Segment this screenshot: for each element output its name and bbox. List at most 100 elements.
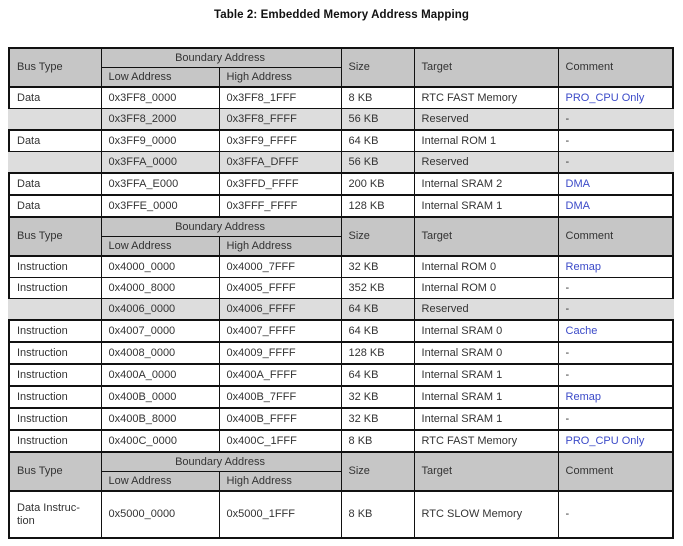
bus-type-cell: Data — [8, 194, 102, 218]
size-cell: 8 KB — [340, 429, 415, 453]
comment-text[interactable]: Remap — [565, 390, 601, 403]
high-address-cell: 0x3FF9_FFFF — [218, 129, 342, 152]
size-cell: 56 KB — [340, 151, 415, 174]
section-header-row-1: Bus Type Boundary Address Size Target Co… — [8, 47, 675, 88]
target-cell: RTC FAST Memory — [413, 86, 559, 109]
table-row: 0x3FFA_0000 0x3FFA_DFFF 56 KB Reserved - — [8, 151, 675, 174]
low-address-cell: 0x5000_0000 — [100, 490, 220, 539]
size-cell: 32 KB — [340, 407, 415, 431]
comment-cell: - — [557, 363, 675, 387]
table-row: Data 0x3FFA_E000 0x3FFD_FFFF 200 KB Inte… — [8, 172, 675, 196]
table-row: Instruction 0x4007_0000 0x4007_FFFF 64 K… — [8, 319, 675, 343]
comment-cell: - — [557, 151, 675, 174]
size-cell: 32 KB — [340, 385, 415, 409]
high-address-cell: 0x4007_FFFF — [218, 319, 342, 343]
comment-cell: - — [557, 108, 675, 131]
target-cell: Reserved — [413, 298, 559, 321]
low-address-cell: 0x400B_8000 — [100, 407, 220, 431]
bus-type-cell: Data — [8, 86, 102, 109]
comment-cell: Cache — [557, 319, 675, 343]
header-size: Size — [340, 216, 415, 257]
header-high-address: High Address — [218, 236, 342, 257]
high-address-cell: 0x4006_FFFF — [218, 298, 342, 321]
low-address-cell: 0x3FFA_E000 — [100, 172, 220, 196]
table-row: 0x3FF8_2000 0x3FF8_FFFF 56 KB Reserved - — [8, 108, 675, 131]
low-address-cell: 0x3FF8_2000 — [100, 108, 220, 131]
comment-text: - — [565, 368, 570, 381]
comment-text: - — [565, 346, 570, 359]
comment-cell: Remap — [557, 255, 675, 278]
comment-cell: - — [557, 490, 675, 539]
size-cell: 64 KB — [340, 363, 415, 387]
size-cell: 352 KB — [340, 277, 415, 299]
header-bus-type: Bus Type — [8, 451, 102, 492]
target-cell: Internal ROM 0 — [413, 255, 559, 278]
comment-text[interactable]: Remap — [565, 260, 601, 273]
low-address-cell: 0x3FFA_0000 — [100, 151, 220, 174]
header-comment: Comment — [557, 451, 675, 492]
target-cell: Internal ROM 1 — [413, 129, 559, 152]
target-cell: Internal SRAM 1 — [413, 407, 559, 431]
header-low-address: Low Address — [100, 471, 220, 492]
low-address-cell: 0x400C_0000 — [100, 429, 220, 453]
comment-cell: - — [557, 129, 675, 152]
comment-cell: - — [557, 298, 675, 321]
table-row: Data Instruc- tion 0x5000_0000 0x5000_1F… — [8, 490, 675, 539]
header-high-address: High Address — [218, 471, 342, 492]
comment-text: - — [565, 281, 570, 294]
bus-type-cell — [8, 298, 102, 321]
table-row: Instruction 0x400B_0000 0x400B_7FFF 32 K… — [8, 385, 675, 409]
bus-type-cell: Instruction — [8, 363, 102, 387]
header-comment: Comment — [557, 47, 675, 88]
comment-text[interactable]: DMA — [565, 199, 590, 212]
comment-cell: DMA — [557, 194, 675, 218]
target-cell: RTC FAST Memory — [413, 429, 559, 453]
comment-cell: Remap — [557, 385, 675, 409]
bus-type-cell: Instruction — [8, 407, 102, 431]
low-address-cell: 0x4007_0000 — [100, 319, 220, 343]
table-row: Instruction 0x4008_0000 0x4009_FFFF 128 … — [8, 341, 675, 365]
section-header-row-1: Bus Type Boundary Address Size Target Co… — [8, 451, 675, 492]
comment-cell: PRO_CPU Only — [557, 429, 675, 453]
size-cell: 8 KB — [340, 490, 415, 539]
comment-text[interactable]: PRO_CPU Only — [565, 91, 645, 104]
comment-text[interactable]: DMA — [565, 177, 590, 190]
target-cell: Internal SRAM 1 — [413, 385, 559, 409]
bus-type-cell: Data — [8, 129, 102, 152]
target-cell: Internal SRAM 1 — [413, 194, 559, 218]
high-address-cell: 0x3FFA_DFFF — [218, 151, 342, 174]
comment-text[interactable]: Cache — [565, 324, 598, 337]
header-low-address: Low Address — [100, 67, 220, 88]
section-header-row-2: Low Address High Address — [9, 67, 673, 88]
high-address-cell: 0x3FF8_1FFF — [218, 86, 342, 109]
high-address-cell: 0x400A_FFFF — [218, 363, 342, 387]
size-cell: 64 KB — [340, 319, 415, 343]
bus-type-cell: Instruction — [8, 319, 102, 343]
section-header-row-2: Low Address High Address — [9, 236, 673, 257]
comment-cell: - — [557, 407, 675, 431]
table-caption: Table 2: Embedded Memory Address Mapping — [213, 9, 470, 21]
target-cell: Reserved — [413, 151, 559, 174]
low-address-cell: 0x400A_0000 — [100, 363, 220, 387]
high-address-cell: 0x400C_1FFF — [218, 429, 342, 453]
high-address-cell: 0x3FFD_FFFF — [218, 172, 342, 196]
size-cell: 32 KB — [340, 255, 415, 278]
bus-type-cell: Data — [8, 172, 102, 196]
table-row: Instruction 0x400B_8000 0x400B_FFFF 32 K… — [8, 407, 675, 431]
target-cell: Internal SRAM 1 — [413, 363, 559, 387]
table-row: Data 0x3FFE_0000 0x3FFF_FFFF 128 KB Inte… — [8, 194, 675, 218]
table-row: Instruction 0x400C_0000 0x400C_1FFF 8 KB… — [8, 429, 675, 453]
section-header-row-2: Low Address High Address — [9, 471, 673, 492]
header-bus-type: Bus Type — [8, 47, 102, 88]
high-address-cell: 0x4005_FFFF — [218, 277, 342, 299]
target-cell: RTC SLOW Memory — [413, 490, 559, 539]
comment-text: - — [565, 508, 570, 520]
target-cell: Internal SRAM 2 — [413, 172, 559, 196]
header-boundary-address: Boundary Address — [100, 216, 342, 237]
comment-text[interactable]: PRO_CPU Only — [565, 434, 645, 447]
bus-type-cell: Instruction — [8, 385, 102, 409]
header-size: Size — [340, 47, 415, 88]
bus-type-cell: Instruction — [8, 255, 102, 278]
bus-type-cell: Instruction — [8, 277, 102, 299]
